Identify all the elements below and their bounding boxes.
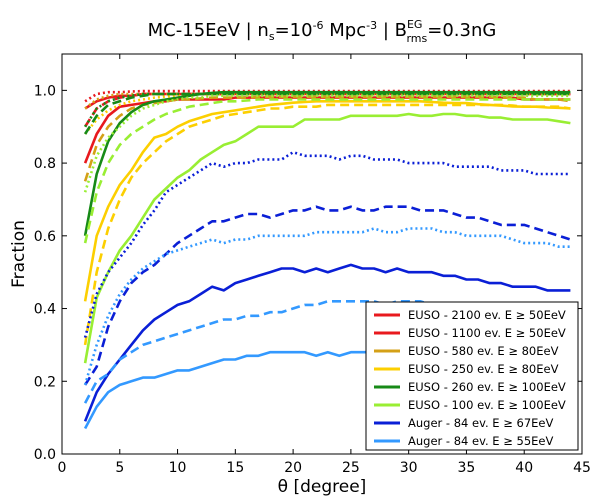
x-tick-label-6: 30: [400, 460, 418, 476]
series-line-13: [83, 98, 571, 244]
x-tick-label-5: 25: [342, 460, 360, 476]
y-tick-label-3: 0.6: [34, 229, 56, 245]
legend-label-2: EUSO - 580 ev. E ≥ 80EeV: [408, 344, 559, 358]
x-axis-label: θ [degree]: [278, 477, 367, 497]
series-line-8: [83, 100, 571, 302]
legend-label-6: Auger - 84 ev. E ≥ 67EeV: [408, 416, 553, 430]
legend-label-1: EUSO - 1100 ev. E ≥ 50EeV: [408, 326, 566, 340]
series-line-18: [83, 227, 571, 386]
y-tick-label-4: 0.8: [34, 156, 56, 172]
legend-label-7: Auger - 84 ev. E ≥ 55EeV: [408, 434, 553, 448]
legend: EUSO - 2100 ev. E ≥ 50EeV EUSO - 1100 ev.…: [365, 301, 579, 451]
legend-label-4: EUSO - 260 ev. E ≥ 100EeV: [408, 380, 566, 394]
legend-label-0: EUSO - 2100 ev. E ≥ 50EeV: [408, 308, 566, 322]
plot-frame: [61, 53, 583, 455]
series-line-10: [84, 92, 571, 135]
title-part-sep: | B: [383, 20, 407, 41]
series-line-11: [83, 90, 571, 237]
legend-box: [365, 301, 579, 451]
y-axis-label: Fraction: [9, 220, 29, 288]
y-tick-label-0: 0.0: [34, 447, 56, 463]
title-part-b-sub: rms: [406, 32, 427, 45]
x-tick-label-4: 20: [284, 460, 302, 476]
legend-label-5: EUSO - 100 ev. E ≥ 100EeV: [408, 398, 566, 412]
title-part-main: MC-15EeV | n: [148, 20, 269, 41]
series-line-16: [84, 205, 571, 386]
legend-label-3: EUSO - 250 ev. E ≥ 80EeV: [408, 362, 559, 376]
x-tick-label-8: 40: [515, 460, 533, 476]
x-tick-label-3: 15: [226, 460, 244, 476]
series-line-17: [83, 263, 571, 422]
title-part-exp: -6: [313, 19, 324, 32]
x-tick-label-9: 45: [573, 460, 591, 476]
y-tick-label-5: 1.0: [34, 83, 56, 99]
tick-layer: 0 5 10 15 20 25 30 35 40 45 0.0 0.2 0.4 0.6 0.8 1.0: [34, 54, 591, 476]
x-tick-label-0: 0: [58, 460, 67, 476]
title-part-tail: =0.3nG: [427, 20, 496, 41]
chart-title: MC-15EeV | ns=10-6 Mpc-3 | BEG rms=0.3nG: [148, 18, 497, 45]
title-part-ns-sub: s: [269, 30, 275, 43]
title-part-unit-exp: -3: [366, 19, 377, 32]
x-tick-label-2: 10: [169, 460, 187, 476]
series-line-12: [83, 94, 571, 193]
series-line-7: [83, 103, 571, 346]
x-tick-label-1: 5: [115, 460, 124, 476]
title-part-unit: Mpc: [329, 20, 366, 41]
title-part-b-sup: EG: [407, 18, 422, 31]
series-line-14: [83, 112, 571, 364]
y-tick-label-1: 0.2: [34, 374, 56, 390]
title-part-eq1: =10: [275, 20, 313, 41]
y-tick-label-2: 0.4: [34, 302, 56, 318]
x-tick-label-7: 35: [458, 460, 476, 476]
